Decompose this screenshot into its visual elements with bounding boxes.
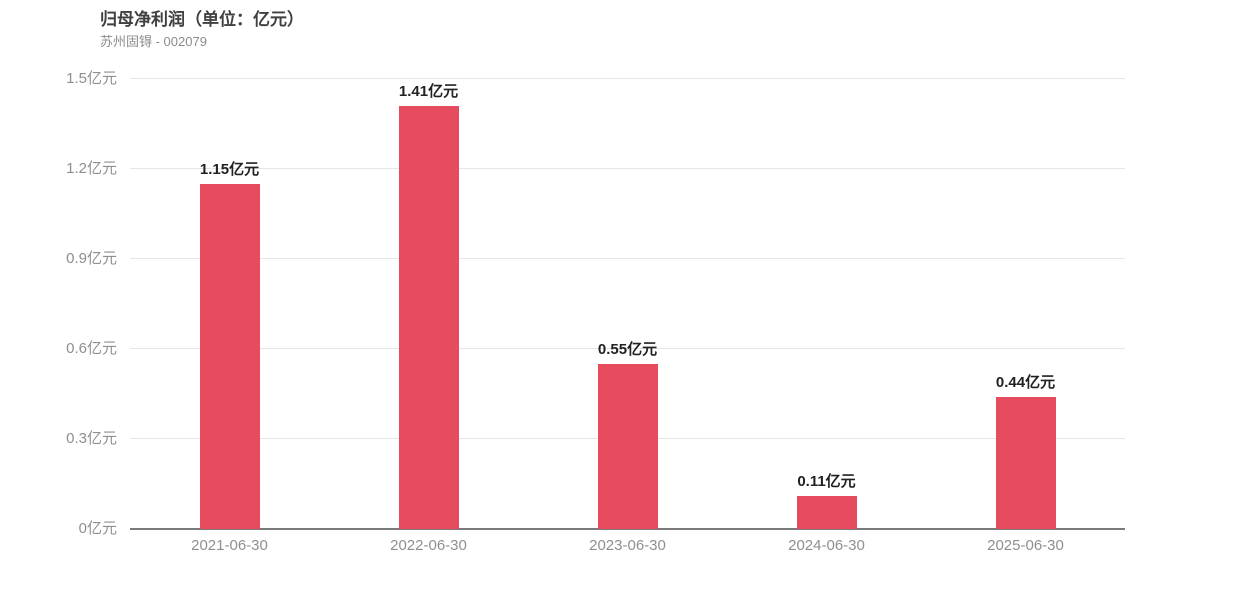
y-axis-tick-label: 0.9亿元 [66, 250, 117, 267]
bar-2024-06-30[interactable] [796, 496, 857, 529]
category-band: 1.41亿元 2022-06-30 [329, 79, 528, 554]
bar-value-label: 1.15亿元 [199, 161, 260, 178]
y-axis-tick-label: 0.6亿元 [66, 340, 117, 357]
plot-area: 1.15亿元 2021-06-30 1.41亿元 2022-06-30 0.55亿元 20… [130, 78, 1125, 554]
x-axis-tick-label: 2021-06-30 [191, 537, 268, 554]
bar-value-label: 0.11亿元 [797, 473, 856, 490]
category-band: 0.55亿元 2023-06-30 [528, 79, 727, 554]
chart-subtitle: 苏州固锝 - 002079 [100, 34, 207, 49]
chart-title: 归母净利润（单位：亿元） [100, 10, 304, 29]
bar-2023-06-30[interactable] [597, 364, 658, 529]
category-band: 0.44亿元 2025-06-30 [926, 79, 1125, 554]
x-axis-line [130, 528, 1125, 530]
y-axis-tick-label: 0.3亿元 [66, 430, 117, 447]
bar-value-label: 0.55亿元 [597, 341, 658, 358]
gridline [130, 258, 1125, 259]
gridline [130, 168, 1125, 169]
category-band: 0.11亿元 2024-06-30 [727, 79, 926, 554]
y-axis-tick-label: 0亿元 [78, 520, 117, 537]
bar-value-label: 1.41亿元 [398, 83, 459, 100]
gridline [130, 78, 1125, 79]
bar-2021-06-30[interactable] [199, 184, 260, 529]
x-axis-tick-label: 2024-06-30 [788, 537, 865, 554]
x-axis-tick-label: 2025-06-30 [987, 537, 1064, 554]
x-axis-tick-label: 2022-06-30 [390, 537, 467, 554]
category-band: 1.15亿元 2021-06-30 [130, 79, 329, 554]
bar-2022-06-30[interactable] [398, 106, 459, 529]
x-axis-tick-label: 2023-06-30 [589, 537, 666, 554]
bar-2025-06-30[interactable] [995, 397, 1056, 529]
y-axis-tick-label: 1.5亿元 [66, 70, 117, 87]
y-axis-tick-label: 1.2亿元 [66, 160, 117, 177]
gridline [130, 348, 1125, 349]
bar-value-label: 0.44亿元 [995, 374, 1056, 391]
